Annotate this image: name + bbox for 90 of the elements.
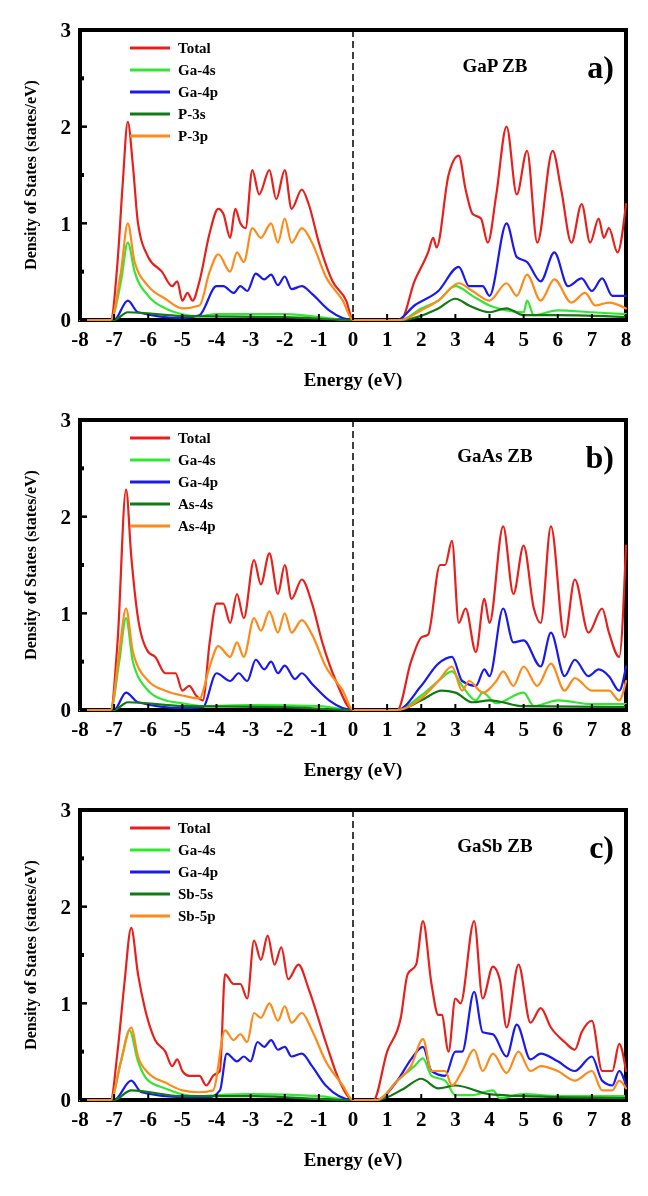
x-tick-label: -3 (241, 717, 260, 741)
legend-label: Total (178, 430, 211, 447)
x-tick-label: -1 (310, 1107, 328, 1131)
y-tick-label: 3 (60, 408, 71, 433)
annotation: a) (587, 49, 614, 85)
x-tick-label: 3 (450, 327, 461, 351)
x-tick-label: 4 (484, 1107, 496, 1131)
x-tick-label: 2 (416, 1107, 427, 1131)
x-tick-label: 0 (347, 327, 359, 351)
y-tick-label: 0 (60, 1088, 71, 1113)
x-tick-label: -7 (105, 717, 123, 741)
y-tick-label: 2 (60, 505, 71, 530)
annotation: GaSb ZB (457, 835, 534, 856)
x-axis-title: Energy (eV) (303, 369, 403, 391)
legend-label: Ga-4s (178, 452, 216, 469)
legend-label: Total (178, 820, 211, 837)
x-tick-label: -5 (173, 717, 192, 741)
x-tick-label: 2 (416, 717, 427, 741)
y-tick-label: 1 (60, 601, 71, 626)
x-tick-label: -2 (276, 1107, 294, 1131)
y-tick-label: 1 (60, 211, 71, 236)
x-tick-label: -8 (71, 717, 89, 741)
x-tick-label: -5 (173, 327, 192, 351)
legend-label: As-4p (178, 518, 216, 535)
x-tick-label: -6 (139, 717, 157, 741)
x-tick-label: 3 (450, 717, 461, 741)
x-tick-label: -4 (207, 1107, 226, 1131)
x-tick-label: 8 (620, 717, 632, 741)
y-axis-title: Density of States (states/eV) (22, 80, 40, 270)
x-tick-label: -4 (207, 717, 226, 741)
x-tick-label: 8 (620, 327, 632, 351)
x-tick-label: -3 (241, 1107, 260, 1131)
x-tick-label: 3 (450, 1107, 461, 1131)
x-tick-label: -5 (173, 1107, 192, 1131)
x-tick-label: 5 (518, 717, 529, 741)
x-tick-label: -6 (139, 1107, 157, 1131)
annotation: GaP ZB (462, 55, 528, 76)
y-tick-label: 1 (60, 991, 71, 1016)
legend-label: Total (178, 40, 211, 57)
y-axis-title: Density of States (states/eV) (22, 860, 40, 1050)
x-tick-label: 4 (484, 327, 496, 351)
x-tick-label: -8 (71, 1107, 89, 1131)
x-axis-title: Energy (eV) (303, 759, 403, 781)
x-tick-label: 0 (347, 717, 359, 741)
x-tick-label: 2 (416, 327, 427, 351)
x-tick-label: -6 (139, 327, 157, 351)
legend-label: P-3p (178, 128, 208, 145)
x-tick-label: -2 (276, 327, 294, 351)
y-tick-label: 0 (60, 308, 71, 333)
x-tick-label: -2 (276, 717, 294, 741)
x-axis-title: Energy (eV) (303, 1149, 403, 1171)
legend-label: P-3s (178, 106, 206, 123)
legend-label: Ga-4p (178, 864, 219, 881)
x-tick-label: 6 (552, 717, 563, 741)
legend-label: Ga-4s (178, 62, 216, 79)
annotation: GaAs ZB (457, 445, 534, 466)
x-tick-label: 5 (518, 1107, 529, 1131)
y-axis-title: Density of States (states/eV) (22, 470, 40, 660)
legend-label: Sb-5s (178, 886, 214, 903)
x-tick-label: -3 (241, 327, 260, 351)
x-tick-label: -7 (105, 1107, 123, 1131)
x-tick-label: 6 (552, 1107, 563, 1131)
y-tick-label: 0 (60, 698, 71, 723)
x-tick-label: 1 (381, 1107, 393, 1131)
x-tick-label: 4 (484, 717, 496, 741)
legend-label: Sb-5p (178, 908, 216, 925)
annotation: b) (585, 439, 614, 475)
x-tick-label: -1 (310, 327, 328, 351)
x-tick-label: 7 (586, 327, 598, 351)
annotation: c) (589, 829, 614, 865)
x-tick-label: 7 (586, 1107, 598, 1131)
x-tick-label: 1 (381, 327, 393, 351)
x-tick-label: 0 (347, 1107, 359, 1131)
x-tick-label: -4 (207, 327, 226, 351)
x-tick-label: -1 (310, 717, 328, 741)
legend-label: Ga-4p (178, 84, 219, 101)
y-tick-label: 2 (60, 115, 71, 140)
x-tick-label: 5 (518, 327, 529, 351)
y-tick-label: 3 (60, 798, 71, 823)
y-tick-label: 3 (60, 18, 71, 43)
legend-label: Ga-4s (178, 842, 216, 859)
y-tick-label: 2 (60, 895, 71, 920)
legend-label: Ga-4p (178, 474, 219, 491)
legend-label: As-4s (178, 496, 214, 513)
x-tick-label: 7 (586, 717, 598, 741)
x-tick-label: 6 (552, 327, 563, 351)
x-tick-label: -7 (105, 327, 123, 351)
x-tick-label: 8 (620, 1107, 632, 1131)
x-tick-label: 1 (381, 717, 393, 741)
x-tick-label: -8 (71, 327, 89, 351)
